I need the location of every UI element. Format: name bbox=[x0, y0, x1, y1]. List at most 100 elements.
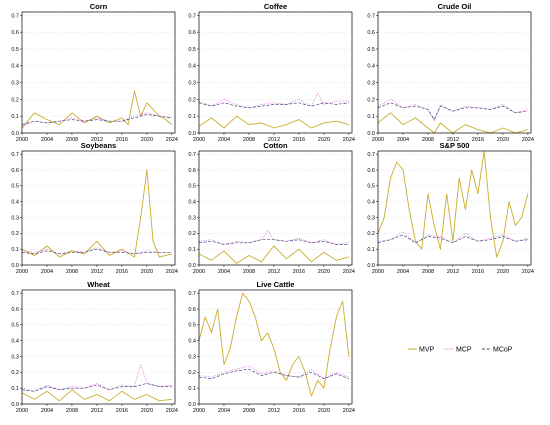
x-tick-label: 2016 bbox=[293, 408, 305, 414]
x-tick-label: 2004 bbox=[41, 269, 53, 275]
panel-frame bbox=[198, 11, 353, 134]
panel-frame bbox=[198, 289, 353, 405]
y-tick-label: 0.0 bbox=[188, 263, 196, 269]
series-line-mvp bbox=[377, 112, 529, 134]
x-tick-label: 2000 bbox=[372, 269, 384, 275]
series-line-mcop bbox=[377, 234, 528, 244]
y-tick-label: 0.0 bbox=[188, 131, 196, 137]
series-line-mvp bbox=[198, 245, 350, 264]
y-tick-label: 0.2 bbox=[11, 370, 19, 376]
series-line-mcop bbox=[21, 383, 172, 392]
x-tick-label: 2012 bbox=[447, 269, 459, 275]
y-tick-label: 0.4 bbox=[11, 339, 19, 345]
x-tick-label: 2020 bbox=[497, 137, 509, 143]
legend-label: MCoP bbox=[493, 347, 513, 354]
panel-frame bbox=[377, 150, 532, 266]
y-tick-label: 0.4 bbox=[367, 64, 375, 70]
panel-title: Cotton bbox=[263, 141, 288, 150]
y-tick-label: 0.2 bbox=[11, 97, 19, 103]
y-tick-label: 0.3 bbox=[188, 215, 196, 221]
x-tick-label: 2024 bbox=[166, 137, 178, 143]
y-tick-label: 0.5 bbox=[188, 323, 196, 329]
panel-live-cattle: Live Cattle 0.0 0.1 0.2 0.3 0.4 0.5 0.6 0.7 2000 2… bbox=[188, 280, 355, 414]
x-tick-label: 2008 bbox=[422, 137, 434, 143]
y-tick-label: 0.7 bbox=[188, 13, 196, 19]
y-tick-label: 0.3 bbox=[367, 215, 375, 221]
panel-crude-oil: Crude Oil 0.0 0.1 0.2 0.3 0.4 0.5 0.6 0.7 2000 200… bbox=[367, 2, 534, 143]
y-tick-label: 0.1 bbox=[367, 114, 375, 120]
x-tick-label: 2016 bbox=[116, 269, 128, 275]
series-line-mcp bbox=[198, 92, 349, 109]
y-tick-label: 0.4 bbox=[188, 200, 196, 206]
x-tick-label: 2012 bbox=[268, 269, 280, 275]
legend-label: MCP bbox=[456, 347, 472, 354]
x-tick-label: 2024 bbox=[343, 137, 355, 143]
y-tick-label: 0.5 bbox=[11, 47, 19, 53]
x-tick-label: 2024 bbox=[166, 408, 178, 414]
panel-corn: Corn 0.0 0.1 0.2 0.3 0.4 0.5 0.6 0.7 2000 2004 2008… bbox=[11, 2, 178, 143]
x-tick-label: 2012 bbox=[268, 408, 280, 414]
y-tick-label: 0.1 bbox=[188, 114, 196, 120]
x-tick-label: 2004 bbox=[218, 408, 230, 414]
y-tick-label: 0.1 bbox=[11, 386, 19, 392]
y-tick-label: 0.5 bbox=[188, 184, 196, 190]
y-tick-label: 0.6 bbox=[188, 307, 196, 313]
y-tick-label: 0.7 bbox=[11, 13, 19, 19]
x-tick-label: 2020 bbox=[497, 269, 509, 275]
y-tick-label: 0.4 bbox=[188, 339, 196, 345]
y-tick-label: 0.1 bbox=[11, 114, 19, 120]
legend-label: MVP bbox=[419, 347, 435, 354]
series-line-mcop bbox=[198, 239, 349, 245]
x-tick-label: 2024 bbox=[522, 269, 534, 275]
legend-item-mcp: MCP bbox=[445, 347, 472, 354]
panel-title: Soybeans bbox=[81, 141, 116, 150]
x-tick-label: 2012 bbox=[268, 137, 280, 143]
x-tick-label: 2024 bbox=[522, 137, 534, 143]
y-tick-label: 0.7 bbox=[367, 13, 375, 19]
x-tick-label: 2008 bbox=[243, 408, 255, 414]
panel-s-p-500: S&P 500 0.0 0.1 0.2 0.3 0.4 0.5 0.6 0.7 2000 2004 2… bbox=[367, 141, 534, 275]
x-tick-label: 2004 bbox=[397, 137, 409, 143]
series-line-mvp bbox=[198, 292, 350, 397]
x-tick-label: 2008 bbox=[422, 269, 434, 275]
y-tick-label: 0.6 bbox=[367, 30, 375, 36]
series-line-mvp bbox=[21, 169, 173, 258]
y-tick-label: 0.5 bbox=[11, 323, 19, 329]
y-tick-label: 0.2 bbox=[367, 97, 375, 103]
x-tick-label: 2008 bbox=[66, 269, 78, 275]
series-line-mvp bbox=[21, 389, 172, 402]
y-tick-label: 0.2 bbox=[11, 231, 19, 237]
x-tick-label: 2000 bbox=[16, 408, 28, 414]
y-tick-label: 0.5 bbox=[188, 47, 196, 53]
series-line-mcop bbox=[21, 248, 172, 255]
x-tick-label: 2024 bbox=[166, 269, 178, 275]
y-tick-label: 0.0 bbox=[188, 402, 196, 408]
y-tick-label: 0.5 bbox=[367, 47, 375, 53]
x-tick-label: 2000 bbox=[193, 269, 205, 275]
y-tick-label: 0.7 bbox=[188, 152, 196, 158]
panel-frame bbox=[198, 150, 353, 266]
x-tick-label: 2024 bbox=[343, 269, 355, 275]
x-tick-label: 2004 bbox=[41, 137, 53, 143]
y-tick-label: 0.0 bbox=[367, 263, 375, 269]
y-tick-label: 0.0 bbox=[11, 131, 19, 137]
y-tick-label: 0.4 bbox=[367, 200, 375, 206]
x-tick-label: 2000 bbox=[372, 137, 384, 143]
panel-coffee: Coffee 0.0 0.1 0.2 0.3 0.4 0.5 0.6 0.7 2000 2004 20… bbox=[188, 2, 355, 143]
panel-title: Coffee bbox=[264, 2, 287, 11]
panel-grid: Corn 0.0 0.1 0.2 0.3 0.4 0.5 0.6 0.7 2000 2004 2008… bbox=[11, 2, 534, 414]
y-tick-label: 0.3 bbox=[188, 354, 196, 360]
x-tick-label: 2000 bbox=[16, 137, 28, 143]
x-tick-label: 2004 bbox=[218, 269, 230, 275]
x-tick-label: 2004 bbox=[218, 137, 230, 143]
panel-frame bbox=[21, 11, 176, 134]
y-tick-label: 0.3 bbox=[11, 354, 19, 360]
x-tick-label: 2008 bbox=[243, 137, 255, 143]
x-tick-label: 2008 bbox=[243, 269, 255, 275]
series-line-mcop bbox=[198, 102, 349, 109]
y-tick-label: 0.6 bbox=[188, 30, 196, 36]
x-tick-label: 2000 bbox=[193, 137, 205, 143]
y-tick-label: 0.6 bbox=[188, 168, 196, 174]
x-tick-label: 2016 bbox=[293, 269, 305, 275]
